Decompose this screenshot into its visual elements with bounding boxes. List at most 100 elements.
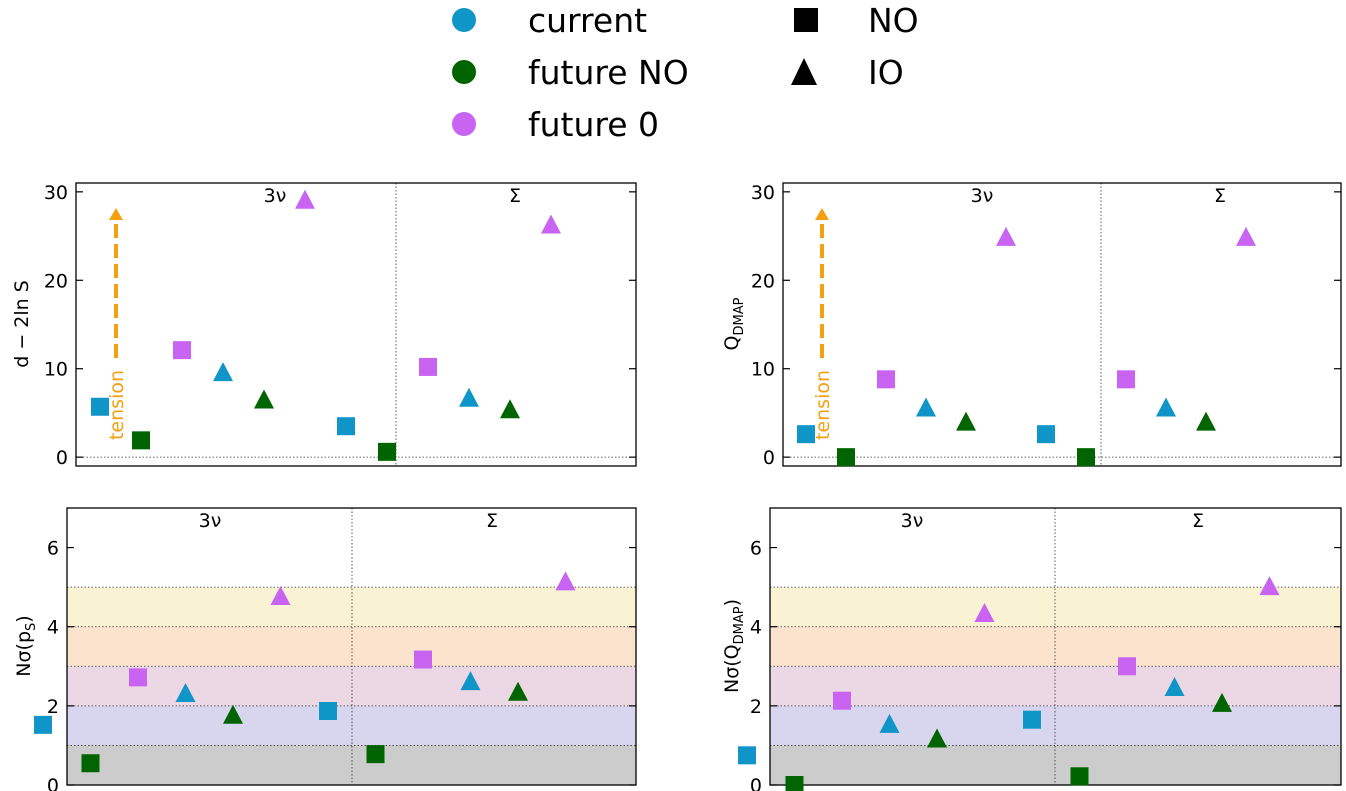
triangle-icon: [791, 58, 817, 85]
data-point-triangle: [295, 189, 315, 209]
square-icon: [794, 8, 818, 32]
sigma-band: [770, 705, 1341, 746]
data-point-square: [419, 357, 437, 376]
data-point-square: [378, 442, 396, 461]
y-tick-label: 0: [763, 447, 775, 469]
y-axis-label: d − 2ln S: [11, 280, 33, 368]
data-point-square: [173, 341, 191, 360]
data-point-square: [366, 745, 385, 764]
legend-current-marker: [452, 8, 476, 32]
data-point-triangle: [213, 362, 233, 382]
data-point-square: [91, 397, 109, 416]
data-point-triangle: [175, 682, 196, 702]
sigma-band: [770, 745, 1341, 785]
legend: current future NO future 0 NO IO: [452, 1, 919, 144]
data-point-square: [319, 702, 337, 721]
data-point-square: [877, 370, 895, 389]
sigma-band: [770, 666, 1341, 706]
data-point-triangle: [1196, 411, 1216, 431]
data-point-square: [797, 425, 815, 444]
legend-future-0-marker: [452, 112, 476, 136]
data-point-square: [833, 691, 851, 710]
data-point-triangle: [879, 713, 900, 733]
data-point-square: [738, 746, 756, 765]
data-point-square: [81, 754, 100, 773]
tension-label: tension: [812, 370, 834, 440]
y-tick-label: 30: [44, 182, 68, 204]
y-tick-label: 0: [750, 775, 762, 791]
y-tick-label: 2: [750, 696, 762, 718]
tension-arrow-head: [109, 208, 123, 220]
section-label: 3ν: [199, 510, 222, 532]
y-axis-label: QDMAP: [721, 297, 747, 350]
chart-panel-3: 3ν Σ 0 2 4 6 Nσ(pS): [13, 507, 637, 791]
data-point-triangle: [460, 671, 481, 691]
legend-no-label: NO: [868, 1, 919, 40]
section-label: 3ν: [264, 185, 287, 207]
data-point-triangle: [223, 704, 243, 724]
y-tick-label: 20: [44, 270, 68, 292]
legend-future-no-label: future NO: [528, 53, 689, 92]
sigma-band: [67, 587, 636, 627]
data-point-square: [1117, 370, 1135, 389]
sigma-band: [67, 705, 636, 746]
chart-panel-1: 3ν Σ 0 10 20 30 d − 2ln S tension: [11, 182, 637, 469]
plot-frame: [66, 507, 637, 786]
data-point-square: [1077, 448, 1095, 467]
data-point-square: [837, 448, 855, 467]
section-label: 3ν: [971, 185, 994, 207]
section-label: 3ν: [901, 510, 924, 532]
tension-arrow-head: [815, 208, 829, 220]
y-tick-label: 4: [750, 617, 762, 639]
legend-io-label: IO: [868, 53, 904, 92]
section-label: Σ: [509, 185, 521, 207]
chart-panel-2: 3ν Σ 0 10 20 30 QDMAP tension: [721, 182, 1342, 469]
data-point-triangle: [459, 387, 479, 407]
y-axis-label: Nσ(pS): [13, 615, 39, 676]
sigma-band: [770, 587, 1341, 627]
data-point-square: [34, 715, 52, 734]
section-label: Σ: [486, 510, 498, 532]
sigma-band: [67, 626, 636, 667]
plot-frame: [769, 507, 1342, 786]
chart-panel-4: 3ν Σ 0 2 4 6 Nσ(QDMAP): [721, 507, 1342, 791]
plot-frame: [782, 182, 1342, 467]
data-point-triangle: [508, 681, 528, 701]
legend-future-no-marker: [452, 60, 476, 84]
data-point-square: [129, 668, 147, 687]
data-point-square: [132, 431, 150, 450]
data-point-square: [785, 776, 804, 791]
data-point-triangle: [254, 389, 274, 409]
plot-frame: [75, 182, 637, 467]
tension-label: tension: [106, 370, 128, 440]
section-label: Σ: [1214, 185, 1226, 207]
y-tick-label: 6: [750, 538, 762, 560]
y-tick-label: 4: [47, 617, 59, 639]
data-point-triangle: [974, 603, 995, 623]
y-tick-label: 0: [47, 775, 59, 791]
data-point-triangle: [927, 728, 947, 748]
data-point-triangle: [956, 411, 976, 431]
data-point-square: [1118, 657, 1136, 676]
data-point-triangle: [1212, 692, 1232, 712]
y-tick-label: 30: [751, 182, 775, 204]
y-tick-label: 20: [751, 270, 775, 292]
data-point-triangle: [996, 226, 1016, 246]
data-point-triangle: [1259, 576, 1280, 596]
legend-current-label: current: [528, 1, 647, 40]
section-label: Σ: [1192, 510, 1204, 532]
data-point-square: [1037, 425, 1055, 444]
data-point-triangle: [916, 397, 936, 417]
data-point-square: [414, 650, 432, 669]
y-axis-label: Nσ(QDMAP): [721, 599, 747, 693]
sigma-band: [67, 745, 636, 785]
y-tick-label: 0: [56, 447, 68, 469]
sigma-band: [67, 666, 636, 706]
data-point-triangle: [1164, 677, 1185, 697]
data-point-square: [1023, 710, 1041, 729]
data-point-triangle: [555, 571, 576, 591]
y-tick-label: 6: [47, 538, 59, 560]
legend-future-0-label: future 0: [528, 105, 659, 144]
data-point-triangle: [1236, 226, 1256, 246]
